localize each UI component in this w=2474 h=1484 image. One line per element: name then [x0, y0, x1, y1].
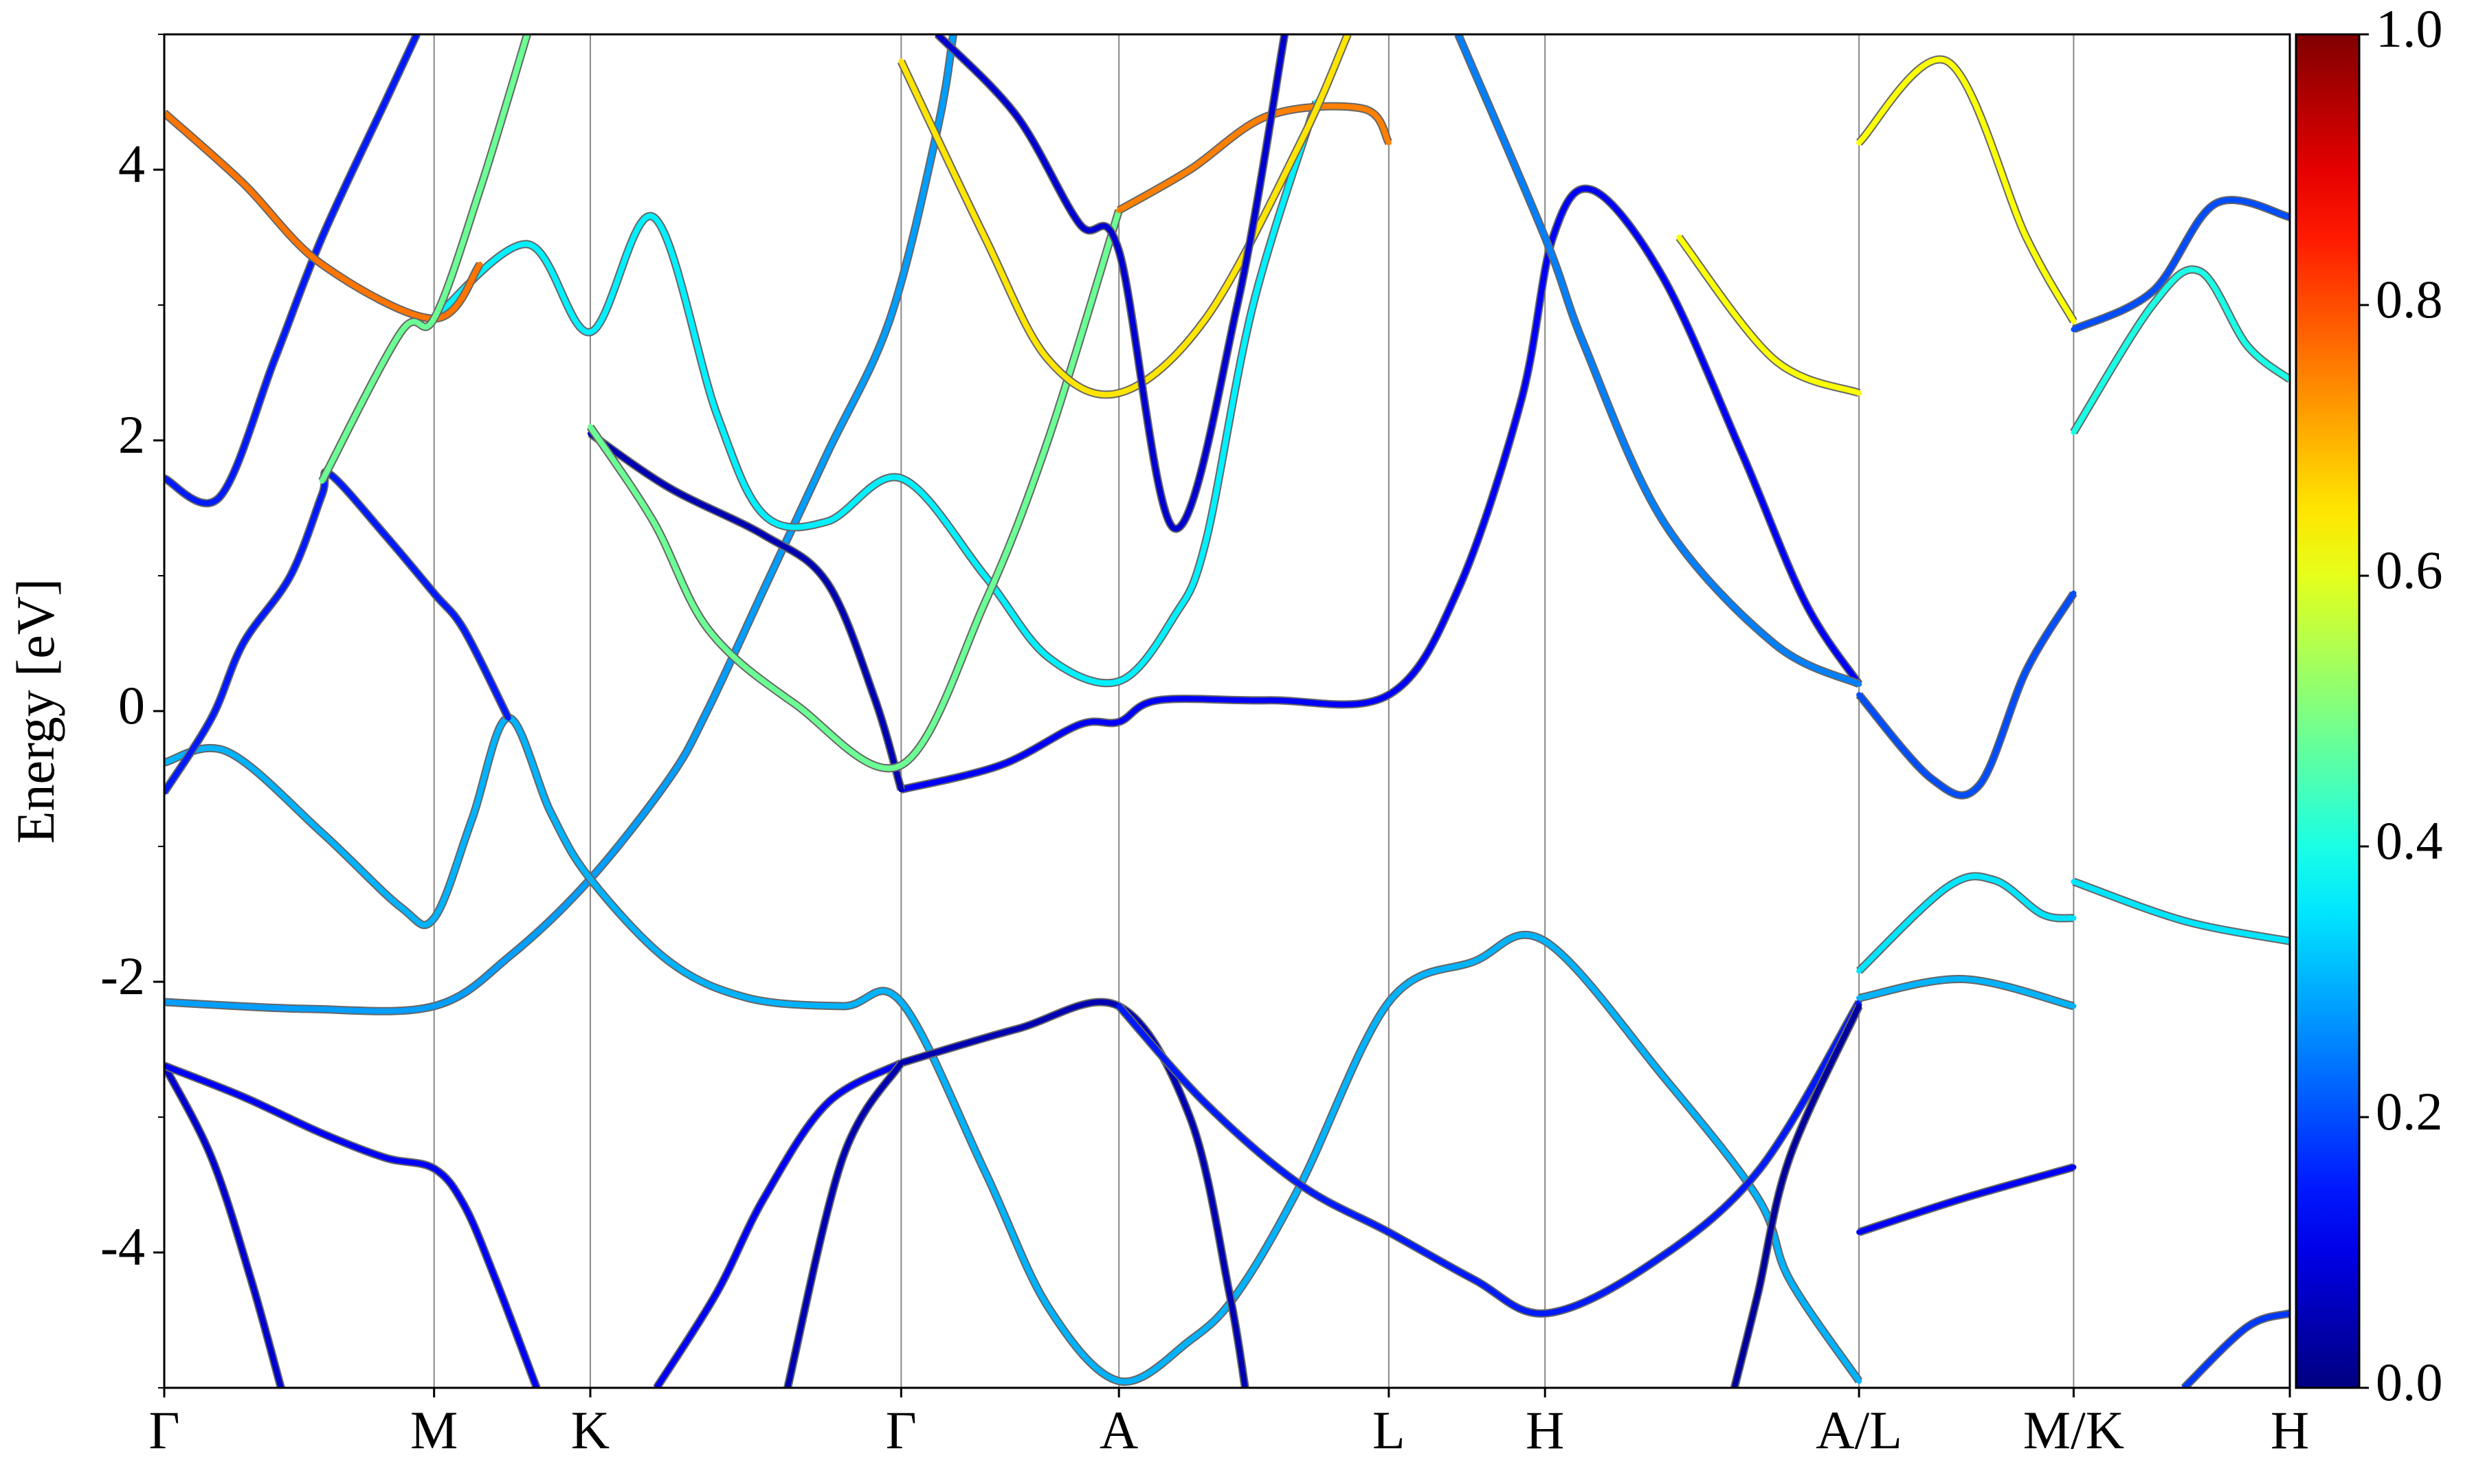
band [164, 469, 511, 796]
x-tick-label: H [2271, 1400, 2309, 1460]
band [1856, 976, 2077, 1009]
band-outline [2072, 877, 2290, 945]
band [164, 1063, 284, 1388]
y-tick-label: -2 [100, 946, 145, 1006]
x-tick-label: M/K [2023, 1400, 2124, 1460]
colorbar-tick-label: 0.2 [2376, 1081, 2443, 1141]
band [898, 186, 1862, 793]
band-outline [1115, 1000, 1863, 1318]
colorbar [2295, 33, 2361, 1389]
y-tick-label: 0 [118, 675, 145, 735]
band [1856, 873, 2077, 974]
colorbar-tick-label: 0.8 [2376, 269, 2443, 329]
band [1116, 103, 1392, 214]
band-outline [164, 109, 484, 323]
y-axis-label: Energy [eV] [5, 578, 65, 844]
x-tick-label: Γ [886, 1400, 917, 1460]
band [164, 110, 483, 322]
band-outline [2181, 1309, 2290, 1388]
bands [164, 34, 2290, 1388]
band [1676, 234, 1862, 396]
band [164, 715, 1862, 1385]
band [164, 34, 957, 1014]
x-tick-label: Γ [148, 1400, 179, 1460]
band [1116, 999, 1862, 1316]
band [1455, 34, 1862, 687]
x-tick-label: K [571, 1400, 610, 1460]
band [1856, 1164, 2077, 1235]
band-outline [164, 34, 421, 508]
band [2071, 879, 2290, 944]
band-outline [2070, 265, 2290, 435]
band [587, 431, 904, 793]
band [164, 34, 420, 506]
band-outline [2071, 196, 2290, 333]
band [319, 34, 531, 484]
x-tick-label: M [410, 1400, 458, 1460]
x-tick-label: A/L [1816, 1400, 1902, 1460]
band [898, 999, 1248, 1388]
band [1731, 1003, 1862, 1388]
band [1856, 56, 2077, 324]
band [1856, 590, 2077, 798]
band-outline [431, 100, 1320, 688]
band [431, 99, 1319, 686]
band [2181, 1310, 2290, 1388]
band-outline [164, 1061, 541, 1388]
band [785, 1060, 904, 1388]
y-tick-label: -4 [100, 1217, 145, 1277]
band-outline [1855, 591, 2077, 800]
colorbar-tick-label: 0.4 [2376, 811, 2443, 870]
band-outline [164, 468, 512, 795]
band-outline [783, 1060, 905, 1388]
x-tick-label: A [1100, 1400, 1138, 1460]
band-outline [164, 1064, 285, 1388]
plot-frame [163, 33, 2291, 1389]
band [2071, 197, 2290, 333]
x-tick-label: H [1526, 1400, 1564, 1460]
band-outline [1855, 872, 2075, 974]
colorbar-tick-label: 0.6 [2376, 540, 2443, 600]
band-outline [900, 998, 1249, 1388]
band [164, 1063, 539, 1388]
band [2071, 267, 2290, 436]
band-outline [164, 713, 1863, 1386]
band [935, 34, 1288, 532]
band [654, 1060, 904, 1388]
y-tick-label: 2 [118, 405, 145, 464]
band [587, 207, 1122, 772]
x-tick-label: L [1372, 1400, 1405, 1460]
colorbar-tick-label: 1.0 [2376, 0, 2443, 58]
colorbar-tick-label: 0.0 [2376, 1352, 2443, 1412]
band [898, 34, 1351, 398]
y-tick-label: 4 [118, 134, 145, 194]
